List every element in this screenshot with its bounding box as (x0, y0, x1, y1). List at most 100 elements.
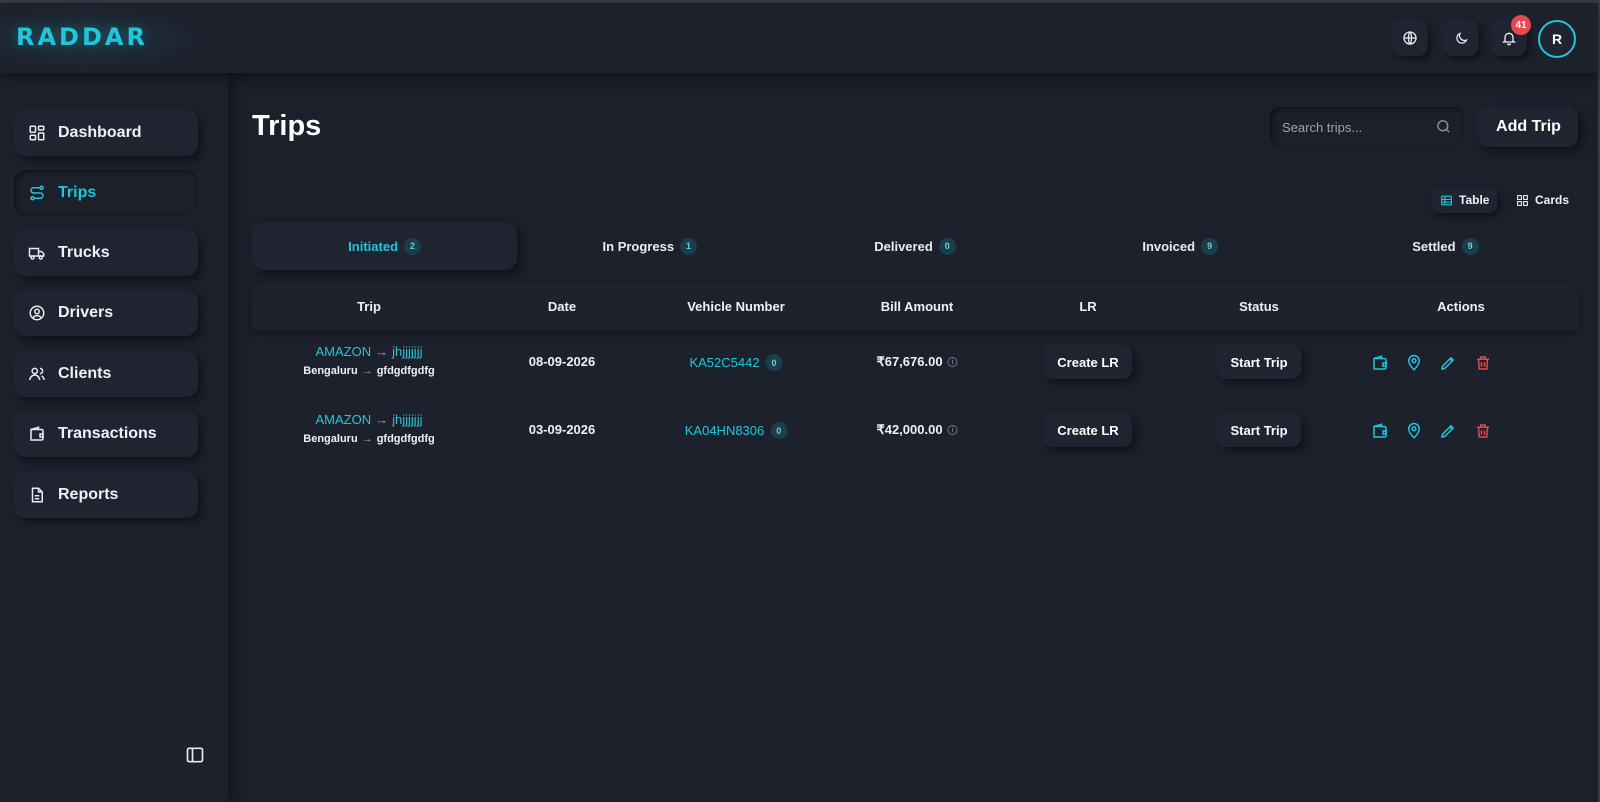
column-header-vehicle[interactable]: Vehicle Number (687, 299, 785, 314)
sidebar-item-label: Dashboard (58, 124, 142, 141)
start-trip-button[interactable]: Start Trip (1216, 413, 1302, 447)
wallet-icon (30, 426, 44, 441)
bill-amount-value: ₹67,676.00 (876, 354, 943, 369)
vehicle-number[interactable]: KA04HN8306 0 (685, 422, 788, 439)
trip-date: 03-09-2026 (528, 422, 596, 437)
tab-count-badge: 0 (938, 237, 956, 255)
tab-label: Settled (1412, 238, 1456, 254)
pencil-icon[interactable] (1439, 354, 1457, 372)
tab-settled[interactable]: Settled 9 (1313, 222, 1578, 270)
pencil-icon[interactable] (1439, 422, 1457, 440)
trip-locations: Bengaluru → gfdgdfgdfg (303, 365, 434, 377)
cards-view-toggle[interactable]: Cards (1508, 187, 1577, 213)
sidebar-item-label: Clients (58, 365, 112, 382)
trip-consignee[interactable]: jhjjjjjjj (392, 344, 423, 359)
create-lr-button[interactable]: Create LR (1043, 345, 1133, 379)
location-pin-icon[interactable] (1405, 354, 1423, 372)
arrow-right-icon: → (361, 433, 373, 445)
users-icon (29, 367, 45, 381)
route-icon (30, 185, 44, 201)
column-header-bill[interactable]: Bill Amount (880, 299, 954, 314)
tab-count-badge: 1 (680, 237, 698, 255)
sidebar-item-label: Drivers (58, 304, 114, 321)
wallet-icon[interactable] (1371, 354, 1389, 372)
wallet-icon[interactable] (1371, 422, 1389, 440)
status-tabs: Initiated 2 In Progress 1 Delivered 0 In… (252, 222, 1578, 270)
sidebar-item-clients[interactable]: Clients (14, 351, 198, 397)
tab-delivered[interactable]: Delivered 0 (782, 222, 1047, 270)
arrow-right-icon: → (361, 365, 373, 377)
trip-route[interactable]: AMAZON → jhjjjjjjj (316, 412, 423, 427)
page-title: Trips (252, 110, 322, 142)
sidebar-item-label: Transactions (58, 425, 157, 442)
sidebar-item-drivers[interactable]: Drivers (14, 290, 198, 336)
user-avatar[interactable]: R (1538, 20, 1576, 58)
column-header-date[interactable]: Date (547, 299, 577, 314)
table-row[interactable]: AMAZON → jhjjjjjjj Bengaluru → gfdgdfgdfg 08… (252, 330, 1578, 398)
column-header-trip[interactable]: Trip (357, 299, 381, 314)
table-view-toggle[interactable]: Table (1432, 187, 1498, 213)
trip-route[interactable]: AMAZON → jhjjjjjjj (316, 344, 423, 359)
language-button[interactable] (1392, 20, 1428, 56)
tab-in-progress[interactable]: In Progress 1 (517, 222, 782, 270)
app-logo[interactable]: RADDAR (16, 23, 148, 51)
bell-icon (1502, 32, 1516, 46)
bill-amount: ₹42,000.00 i (876, 422, 958, 438)
table-header: Trip Date Vehicle Number Bill Amount LR … (252, 284, 1578, 330)
info-icon[interactable]: i (947, 357, 958, 367)
add-trip-button[interactable]: Add Trip (1479, 107, 1578, 147)
location-pin-icon[interactable] (1405, 422, 1423, 440)
arrow-right-icon: → (375, 412, 389, 427)
sidebar-item-trucks[interactable]: Trucks (14, 230, 198, 276)
search-box[interactable] (1270, 107, 1464, 147)
trash-icon[interactable] (1474, 422, 1492, 440)
trip-consignee[interactable]: jhjjjjjjj (392, 412, 423, 427)
window-frame-top (0, 0, 1600, 3)
column-header-actions: Actions (1437, 299, 1485, 314)
logo-glow (0, 3, 210, 73)
sidebar-item-label: Trucks (58, 244, 110, 261)
sidebar-item-trips[interactable]: Trips (14, 170, 198, 216)
document-icon (31, 487, 43, 503)
window-frame-right (1598, 3, 1600, 802)
tab-label: Invoiced (1142, 238, 1196, 254)
sidebar-item-dashboard[interactable]: Dashboard (14, 110, 198, 156)
trip-date: 08-09-2026 (528, 354, 596, 369)
trips-table: Trip Date Vehicle Number Bill Amount LR … (252, 284, 1578, 468)
notification-count-badge: 41 (1511, 15, 1531, 35)
sidebar-item-transactions[interactable]: Transactions (14, 411, 198, 457)
tab-initiated[interactable]: Initiated 2 (252, 222, 518, 270)
column-header-status[interactable]: Status (1239, 299, 1279, 314)
trip-origin: Bengaluru (303, 433, 358, 445)
bill-amount-value: ₹42,000.00 (876, 422, 943, 437)
tab-label: In Progress (602, 238, 675, 254)
search-icon[interactable] (1435, 118, 1452, 135)
arrow-right-icon: → (375, 344, 389, 359)
trip-origin: Bengaluru (303, 365, 358, 377)
vehicle-number[interactable]: KA52C5442 0 (689, 354, 783, 371)
globe-icon (1403, 31, 1417, 45)
search-input[interactable] (1282, 119, 1422, 135)
theme-toggle-button[interactable] (1443, 20, 1479, 56)
create-lr-button[interactable]: Create LR (1043, 413, 1133, 447)
trip-locations: Bengaluru → gfdgdfgdfg (303, 433, 434, 445)
column-header-lr[interactable]: LR (1079, 299, 1097, 314)
user-circle-icon (29, 305, 45, 321)
bill-amount: ₹67,676.00 i (876, 354, 958, 370)
table-row[interactable]: AMAZON → jhjjjjjjj Bengaluru → gfdgdfgdfg 03… (252, 398, 1578, 466)
tab-invoiced[interactable]: Invoiced 9 (1048, 222, 1313, 270)
trip-client[interactable]: AMAZON (315, 412, 372, 427)
trash-icon[interactable] (1474, 354, 1492, 372)
sidebar: Dashboard Trips Trucks Drivers Clients T… (0, 73, 228, 802)
info-icon[interactable]: i (947, 425, 958, 435)
tab-count-badge: 9 (1461, 237, 1479, 255)
vehicle-count-badge: 0 (770, 422, 788, 439)
sidebar-item-reports[interactable]: Reports (14, 472, 198, 518)
vehicle-number-link[interactable]: KA04HN8306 (684, 423, 765, 438)
vehicle-number-link[interactable]: KA52C5442 (689, 355, 760, 370)
start-trip-button[interactable]: Start Trip (1216, 345, 1302, 379)
sidebar-collapse-icon[interactable] (185, 745, 205, 765)
grid-icon (1517, 194, 1528, 206)
trip-client[interactable]: AMAZON (315, 344, 372, 359)
trip-destination: gfdgdfgdfg (376, 365, 435, 377)
